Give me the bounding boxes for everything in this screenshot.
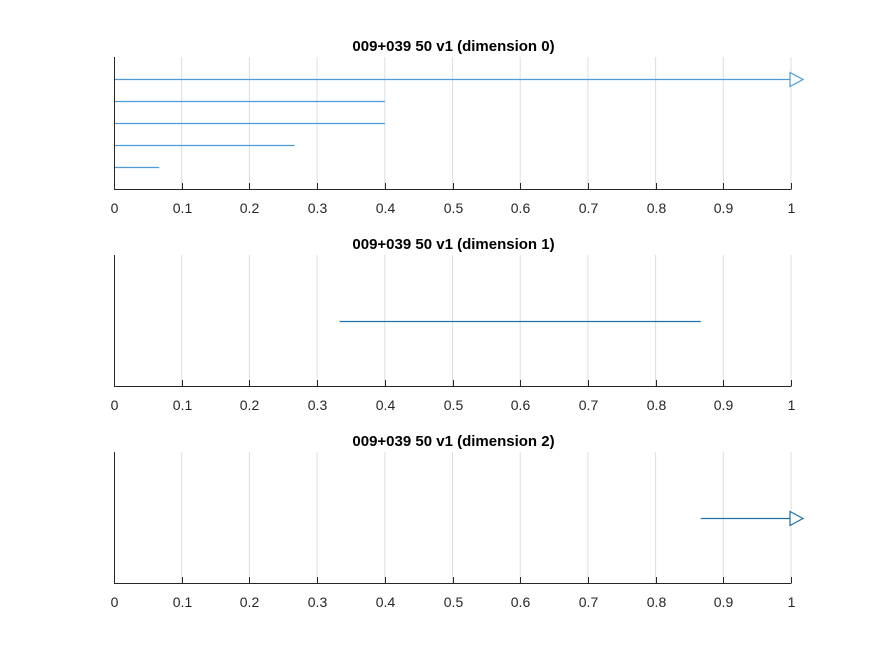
x-tick-label: 0.2 — [240, 594, 260, 610]
x-tick-label: 1 — [788, 594, 796, 610]
x-tick-label: 0.6 — [511, 200, 531, 216]
infinity-arrow-marker — [789, 510, 805, 527]
x-tick-label: 0 — [111, 594, 119, 610]
x-tick-label: 0.8 — [647, 397, 667, 413]
x-tick-label: 0.5 — [444, 397, 464, 413]
x-tick-label: 0.9 — [714, 594, 734, 610]
x-tick-label: 0.1 — [173, 594, 193, 610]
barcode-plot-dimension-1: 009+039 50 v1 (dimension 1) 0 0.1 0.2 0.3 0.4… — [111, 236, 796, 413]
x-tick-label: 0.7 — [579, 200, 599, 216]
x-tick-label: 0.4 — [376, 594, 396, 610]
barcode-plot-dimension-0: 009+039 50 v1 (dimension 0) 0 0.1 0.2 0.3 0.4… — [111, 38, 805, 216]
x-tick-label: 0.9 — [714, 200, 734, 216]
x-tick-label: 1 — [788, 200, 796, 216]
x-tick-label: 0.7 — [579, 594, 599, 610]
x-tick-label: 0.3 — [308, 594, 328, 610]
x-tick-label: 0 — [111, 397, 119, 413]
x-tick-label: 0.7 — [579, 397, 599, 413]
barcode-plot-dimension-2: 009+039 50 v1 (dimension 2) 0 0.1 0.2 0.3 0.4… — [111, 433, 805, 610]
x-tick-label: 0.8 — [647, 594, 667, 610]
x-tick-label: 0.5 — [444, 200, 464, 216]
x-tick-label: 0.6 — [511, 594, 531, 610]
infinity-arrow-marker — [789, 71, 805, 88]
x-tick-label: 0.1 — [173, 200, 193, 216]
x-tick-label: 0 — [111, 200, 119, 216]
chart-title: 009+039 50 v1 (dimension 0) — [352, 38, 554, 55]
x-tick-label: 0.8 — [647, 200, 667, 216]
x-tick-label: 0.5 — [444, 594, 464, 610]
chart-title: 009+039 50 v1 (dimension 2) — [352, 433, 554, 450]
chart-title: 009+039 50 v1 (dimension 1) — [352, 236, 554, 253]
x-tick-label: 0.3 — [308, 397, 328, 413]
x-tick-label: 0.6 — [511, 397, 531, 413]
x-tick-label: 0.9 — [714, 397, 734, 413]
x-tick-label: 0.2 — [240, 200, 260, 216]
x-tick-label: 0.2 — [240, 397, 260, 413]
x-tick-label: 0.3 — [308, 200, 328, 216]
x-tick-label: 0.1 — [173, 397, 193, 413]
x-tick-label: 0.4 — [376, 200, 396, 216]
x-tick-label: 1 — [788, 397, 796, 413]
x-tick-label: 0.4 — [376, 397, 396, 413]
